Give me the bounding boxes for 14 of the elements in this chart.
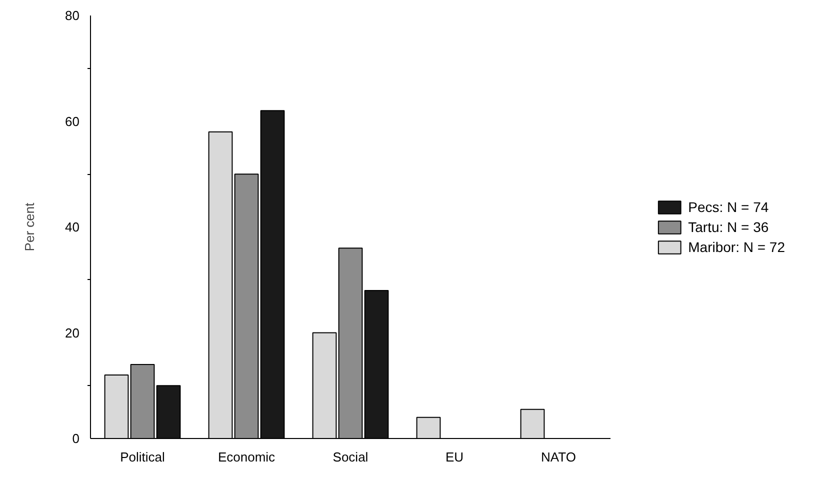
x-tick-label: Economic	[218, 450, 276, 464]
x-tick-label: NATO	[541, 450, 576, 464]
y-tick-label: 0	[72, 431, 80, 446]
y-tick-label: 60	[65, 114, 80, 129]
x-tick-label: Political	[120, 450, 166, 464]
y-tick-label: 40	[65, 220, 80, 234]
y-tick-label: 80	[65, 8, 80, 23]
x-tick-label: Social	[332, 450, 368, 464]
y-axis-title: Per cent	[22, 202, 38, 252]
legend-label: Pecs: N = 74	[688, 198, 769, 214]
legend-label: Maribor: N = 72	[688, 238, 785, 254]
x-tick-label: EU	[445, 450, 464, 464]
y-tick-label: 20	[65, 325, 80, 340]
legend-label: Tartu: N = 36	[688, 218, 769, 234]
